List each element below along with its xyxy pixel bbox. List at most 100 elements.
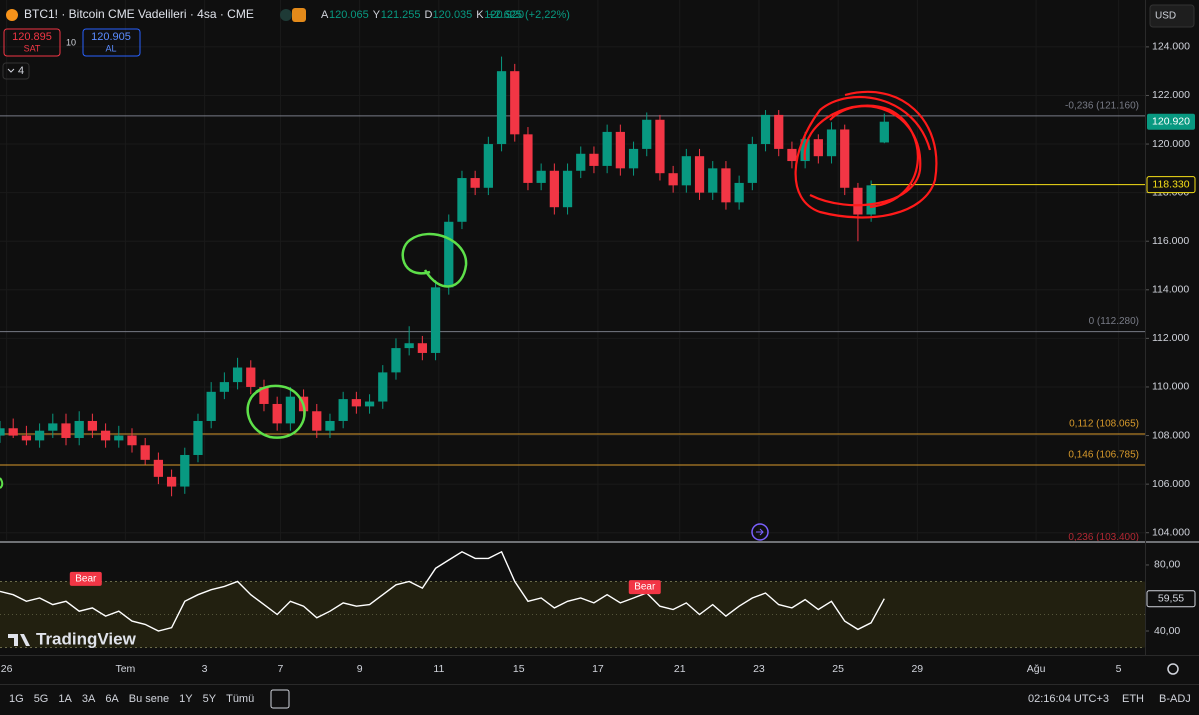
y-tick-label: 124.000: [1152, 41, 1190, 53]
currency: USD: [1155, 11, 1176, 22]
settings-icon[interactable]: [1167, 663, 1179, 675]
candle-body: [840, 129, 850, 188]
bear-label: Bear: [75, 573, 97, 584]
range-button[interactable]: 1Y: [179, 693, 193, 705]
candle-body: [100, 430, 111, 441]
candle-body: [457, 178, 467, 222]
range-button[interactable]: 5G: [34, 693, 49, 705]
rsi-line: [0, 550, 885, 632]
x-tick-label: Tem: [115, 663, 135, 675]
fib-label: -0,236 (121.160): [1065, 101, 1139, 112]
range-button[interactable]: 1A: [58, 693, 72, 705]
sell-button[interactable]: [3, 28, 61, 57]
x-tick-label: 7: [278, 663, 284, 675]
candle-body: [760, 114, 771, 145]
candle-body: [430, 287, 441, 353]
indicator-toggle[interactable]: [2, 62, 30, 80]
x-tick-label: 3: [202, 663, 208, 675]
rsi-value-box: [1146, 590, 1196, 608]
sell-label: SAT: [24, 43, 41, 53]
candle-body: [787, 148, 797, 162]
range-button[interactable]: 5Y: [203, 693, 217, 705]
rsi-tick-label: 40,00: [1154, 625, 1180, 637]
candle-body: [153, 459, 164, 477]
ohlc-key: Y: [373, 9, 381, 21]
rsi-value-label: 59,55: [1158, 593, 1184, 605]
candle-body: [721, 168, 731, 203]
candle-body: [576, 153, 586, 171]
candle-body: [364, 401, 375, 407]
candle-body: [114, 435, 124, 441]
event-icon[interactable]: [751, 523, 769, 541]
adjustment[interactable]: B-ADJ: [1159, 693, 1191, 705]
candle-body: [523, 134, 533, 183]
rsi-pane: Bear Bear: [0, 550, 1145, 649]
candle-body: [536, 170, 546, 183]
candle-body: [259, 386, 269, 404]
candle-body: [127, 435, 137, 446]
buy-button[interactable]: [82, 28, 141, 57]
candle-body: [193, 420, 203, 455]
last-price-label: 120.920: [1152, 115, 1190, 127]
bear-badge: [69, 571, 102, 586]
candle-body: [285, 396, 295, 424]
symbol-title[interactable]: BTC1! · Bitcoin CME Vadelileri · 4sa · C…: [24, 7, 254, 21]
range-button[interactable]: 6A: [105, 693, 119, 705]
candle-body: [404, 343, 414, 349]
candle-body: [351, 399, 361, 407]
candle-body: [0, 428, 5, 436]
green-mark: [0, 477, 4, 489]
range-button[interactable]: 3A: [82, 693, 96, 705]
x-tick-label: 5: [1116, 663, 1122, 675]
x-tick-label: 25: [832, 663, 844, 675]
ohlc: A 120.065 Y 121.255 D 120.035 K 120.920: [321, 9, 524, 21]
candle-body: [708, 168, 718, 193]
last-price-box: [1147, 113, 1195, 130]
ohlc-key: A: [321, 9, 329, 21]
logo-icon: [8, 634, 30, 646]
y-tick-label: 104.000: [1152, 526, 1190, 538]
range-button[interactable]: Bu sene: [129, 693, 169, 705]
x-tick-label: 9: [357, 663, 363, 675]
ohlc-value: 120.065: [329, 9, 369, 21]
delay-badge: [292, 8, 306, 22]
candle-body: [8, 428, 18, 436]
x-tick-label: Ağu: [1027, 663, 1046, 675]
price-line-label: 118.330: [1152, 178, 1189, 190]
candle-body: [879, 121, 889, 143]
candle-body: [34, 430, 45, 441]
y-tick-label: 106.000: [1152, 478, 1190, 490]
sell-price: 120.895: [12, 31, 52, 43]
candle-body: [668, 173, 678, 186]
y-tick-label: 116.000: [1152, 235, 1189, 247]
candle-body: [21, 435, 32, 441]
date-range-icon[interactable]: [270, 689, 290, 709]
candle-body: [642, 119, 652, 149]
range-button[interactable]: 1G: [9, 693, 24, 705]
candle-body: [562, 170, 573, 208]
ohlc-value: 121.255: [381, 9, 421, 21]
x-tick-label: 17: [592, 663, 604, 675]
spread: 10: [66, 37, 76, 47]
green-circle: [401, 232, 468, 288]
candle-body: [444, 221, 454, 288]
buy-label: AL: [105, 43, 116, 53]
candle-body: [826, 129, 837, 157]
range-button[interactable]: Tümü: [226, 693, 254, 705]
clock: 02:16:04 UTC+3: [1028, 693, 1109, 705]
candle-body: [681, 156, 691, 186]
event-arrow: [756, 528, 764, 536]
session[interactable]: ETH: [1122, 693, 1144, 705]
candle-body: [866, 185, 876, 215]
status-dot: [280, 9, 292, 21]
candle-body: [180, 454, 190, 487]
candle-body: [219, 382, 229, 392]
currency-button[interactable]: [1149, 4, 1195, 28]
y-tick-label: 110.000: [1152, 381, 1189, 393]
chevron: [7, 68, 15, 73]
candle-body: [391, 348, 401, 373]
ohlc-key: D: [425, 9, 433, 21]
